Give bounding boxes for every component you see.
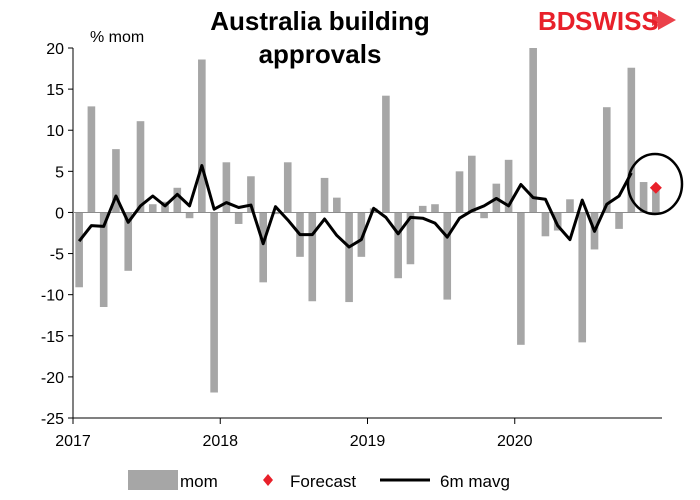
forecast-marker <box>649 181 662 194</box>
y-tick-label: -20 <box>41 370 64 387</box>
mom-bar <box>198 59 206 213</box>
mom-bar <box>283 162 292 213</box>
mom-bar <box>271 212 280 215</box>
mom-bar <box>173 187 182 213</box>
x-tick-label: 2017 <box>55 433 91 450</box>
x-tick-label: 2018 <box>202 433 238 450</box>
mom-bar <box>455 171 464 213</box>
y-tick-label: -10 <box>41 288 64 305</box>
chart-title-line-1: Australia building <box>210 6 430 36</box>
mom-bar <box>406 212 415 265</box>
y-tick-label: -5 <box>50 247 64 264</box>
mom-bar <box>382 95 390 213</box>
legend-forecast-marker <box>263 474 273 486</box>
mom-bar <box>517 212 525 345</box>
y-tick-label: 20 <box>46 41 64 58</box>
y-tick-label: 10 <box>46 123 64 140</box>
y-tick-label: -25 <box>41 411 64 428</box>
mom-bar <box>112 149 120 213</box>
mom-bar <box>136 121 145 213</box>
x-axis: 2017 2018 2019 2020 <box>55 417 662 450</box>
mom-bar <box>431 204 439 213</box>
mom-bar <box>529 48 537 213</box>
y-tick-label: 0 <box>55 205 64 222</box>
mom-bar <box>467 155 476 213</box>
mom-bar <box>443 212 452 300</box>
legend: mom Forecast 6m mavg <box>128 470 510 491</box>
mom-bar <box>394 212 402 279</box>
mom-bar <box>99 212 108 307</box>
forecast-marker-group <box>649 181 662 194</box>
highlight-circle <box>626 152 684 216</box>
mom-bar <box>578 212 587 343</box>
mavg-series-line <box>77 164 633 249</box>
mom-bar <box>345 212 353 303</box>
mom-bar <box>652 188 660 213</box>
mom-bar <box>357 212 366 257</box>
mavg-line <box>77 164 633 249</box>
mom-bar <box>124 212 133 271</box>
mom-bar <box>222 162 231 213</box>
mom-bar <box>210 212 218 393</box>
mom-bar <box>247 176 255 213</box>
mom-bar <box>504 159 513 213</box>
bdswiss-logo: BD SWISS <box>538 6 676 36</box>
mom-bar <box>234 212 243 224</box>
legend-mavg-label: 6m mavg <box>440 472 510 491</box>
mom-bar <box>480 212 488 219</box>
mom-bar <box>333 197 341 213</box>
mom-bar <box>418 205 427 213</box>
logo-arrow-icon <box>652 10 676 30</box>
mom-bar <box>541 212 550 237</box>
mom-bar <box>148 204 157 213</box>
mom-bar <box>75 212 83 288</box>
y-tick-label: 15 <box>46 82 64 99</box>
legend-forecast-label: Forecast <box>290 472 356 491</box>
y-axis-label: % mom <box>90 29 144 46</box>
chart-title-line-2: approvals <box>259 39 382 69</box>
mom-bar <box>639 182 648 213</box>
logo-bd: BD <box>538 6 576 36</box>
legend-mom-swatch <box>128 470 178 490</box>
logo-swiss: SWISS <box>575 6 659 36</box>
legend-mom-label: mom <box>180 472 218 491</box>
mom-bar <box>627 67 636 213</box>
y-axis: 20 15 10 5 0 -5 -10 -15 -20 -25 <box>41 41 74 428</box>
x-tick-label: 2020 <box>497 433 533 450</box>
mom-bar <box>602 107 611 213</box>
mom-bar <box>320 177 329 213</box>
mom-bar <box>615 212 623 229</box>
mom-bar <box>553 212 562 231</box>
y-tick-label: 5 <box>55 164 64 181</box>
mom-bar <box>259 212 268 283</box>
mom-bar <box>87 106 96 213</box>
mom-bar <box>185 212 194 219</box>
y-tick-label: -15 <box>41 329 64 346</box>
mom-bar <box>566 199 574 213</box>
mom-bar <box>308 212 317 302</box>
x-tick-label: 2019 <box>350 433 386 450</box>
